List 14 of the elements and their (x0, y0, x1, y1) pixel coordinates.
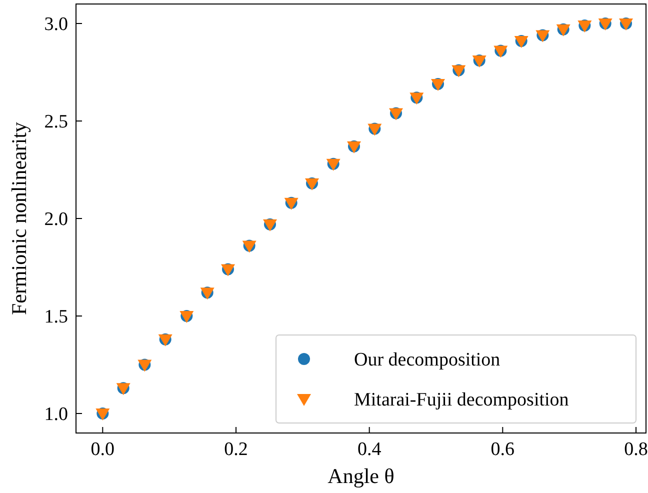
x-tick-label: 0.8 (624, 439, 648, 460)
x-tick-label: 0.2 (224, 439, 248, 460)
x-tick-label: 0.4 (357, 439, 382, 460)
y-tick-label: 2.5 (44, 112, 68, 133)
y-tick-label: 2.0 (44, 209, 68, 230)
y-tick-label: 1.5 (44, 306, 68, 328)
x-axis-title: Angle θ (328, 464, 394, 488)
legend-label: Our decomposition (354, 350, 501, 371)
y-tick-label: 3.0 (44, 14, 68, 36)
legend-label: Mitarai-Fujii decomposition (354, 390, 570, 411)
y-axis-title: Fermionic nonlinearity (7, 121, 31, 316)
y-tick-label: 1.0 (44, 404, 68, 426)
x-tick-label: 0.6 (490, 439, 515, 460)
x-tick-label: 0.0 (90, 439, 115, 460)
